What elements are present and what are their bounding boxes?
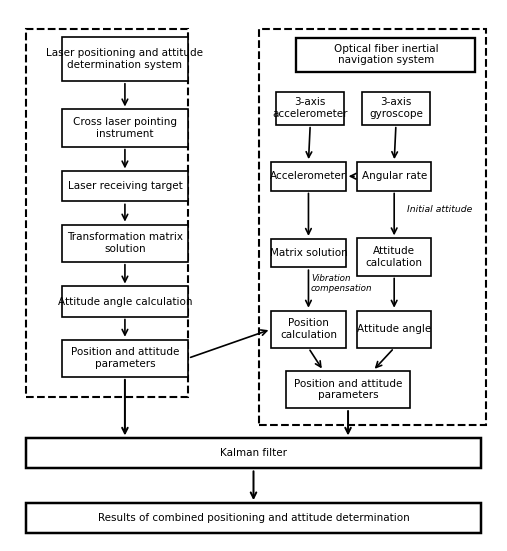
Text: 3-axis
gyroscope: 3-axis gyroscope — [369, 98, 423, 119]
FancyBboxPatch shape — [297, 37, 476, 72]
Text: Laser receiving target: Laser receiving target — [67, 181, 183, 191]
FancyBboxPatch shape — [362, 92, 430, 125]
FancyBboxPatch shape — [271, 311, 346, 348]
Text: Position and attitude
parameters: Position and attitude parameters — [71, 348, 179, 369]
Text: Attitude angle calculation: Attitude angle calculation — [58, 296, 192, 306]
FancyBboxPatch shape — [62, 287, 188, 317]
FancyBboxPatch shape — [62, 110, 188, 147]
Text: Accelerometer: Accelerometer — [270, 171, 346, 181]
Text: Results of combined positioning and attitude determination: Results of combined positioning and atti… — [98, 513, 409, 523]
FancyBboxPatch shape — [62, 37, 188, 81]
FancyBboxPatch shape — [276, 92, 344, 125]
FancyBboxPatch shape — [286, 371, 410, 408]
FancyBboxPatch shape — [271, 239, 346, 267]
Text: Optical fiber inertial
navigation system: Optical fiber inertial navigation system — [334, 44, 438, 66]
Text: Initial attitude: Initial attitude — [407, 206, 472, 214]
Text: Position
calculation: Position calculation — [280, 318, 337, 340]
FancyBboxPatch shape — [62, 171, 188, 202]
FancyBboxPatch shape — [25, 503, 482, 533]
FancyBboxPatch shape — [271, 162, 346, 191]
Text: Kalman filter: Kalman filter — [220, 449, 287, 458]
Text: Matrix solution: Matrix solution — [270, 248, 347, 258]
FancyBboxPatch shape — [357, 238, 431, 276]
FancyBboxPatch shape — [62, 339, 188, 377]
FancyBboxPatch shape — [62, 224, 188, 262]
Text: Attitude
calculation: Attitude calculation — [366, 246, 423, 268]
FancyBboxPatch shape — [357, 311, 431, 348]
Text: Vibration
compensation: Vibration compensation — [311, 274, 373, 293]
Text: Laser positioning and attitude
determination system: Laser positioning and attitude determina… — [47, 48, 203, 70]
Text: 3-axis
accelerometer: 3-axis accelerometer — [272, 98, 348, 119]
Text: Attitude angle: Attitude angle — [357, 324, 431, 334]
Text: Transformation matrix
solution: Transformation matrix solution — [67, 233, 183, 254]
Text: Position and attitude
parameters: Position and attitude parameters — [294, 379, 402, 401]
Text: Angular rate: Angular rate — [361, 171, 427, 181]
FancyBboxPatch shape — [25, 439, 482, 468]
Text: Cross laser pointing
instrument: Cross laser pointing instrument — [73, 117, 177, 139]
FancyBboxPatch shape — [357, 162, 431, 191]
